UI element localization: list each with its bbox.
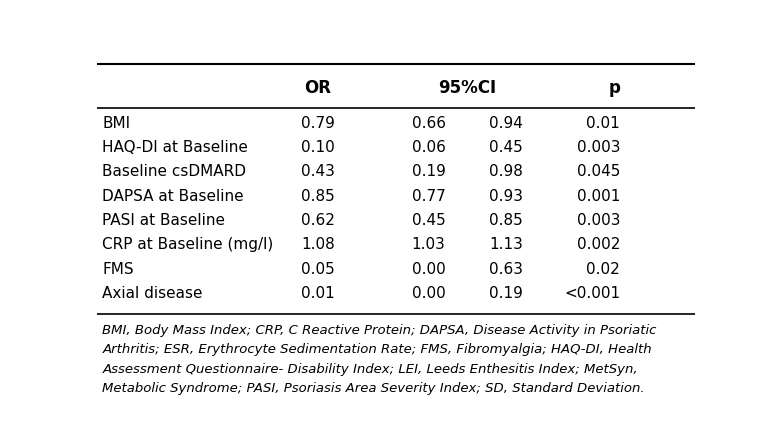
Text: Axial disease: Axial disease	[103, 286, 203, 301]
Text: 0.85: 0.85	[489, 213, 523, 228]
Text: 0.05: 0.05	[301, 261, 335, 276]
Text: 0.00: 0.00	[411, 261, 445, 276]
Text: OR: OR	[304, 79, 331, 97]
Text: 0.06: 0.06	[411, 140, 445, 155]
Text: BMI, Body Mass Index; CRP, C Reactive Protein; DAPSA, Disease Activity in Psoria: BMI, Body Mass Index; CRP, C Reactive Pr…	[103, 324, 657, 337]
Text: 0.45: 0.45	[411, 213, 445, 228]
Text: 0.85: 0.85	[301, 189, 335, 204]
Text: 0.001: 0.001	[577, 189, 620, 204]
Text: 0.63: 0.63	[489, 261, 523, 276]
Text: 0.045: 0.045	[577, 164, 620, 180]
Text: FMS: FMS	[103, 261, 134, 276]
Text: 0.66: 0.66	[411, 116, 445, 131]
Text: 1.08: 1.08	[301, 237, 335, 252]
Text: Arthritis; ESR, Erythrocyte Sedimentation Rate; FMS, Fibromyalgia; HAQ-DI, Healt: Arthritis; ESR, Erythrocyte Sedimentatio…	[103, 343, 652, 356]
Text: 0.00: 0.00	[411, 286, 445, 301]
Text: Baseline csDMARD: Baseline csDMARD	[103, 164, 246, 180]
Text: 1.03: 1.03	[411, 237, 445, 252]
Text: 0.93: 0.93	[489, 189, 523, 204]
Text: p: p	[608, 79, 620, 97]
Text: 0.94: 0.94	[489, 116, 523, 131]
Text: 0.62: 0.62	[301, 213, 335, 228]
Text: 1.13: 1.13	[489, 237, 523, 252]
Text: 0.02: 0.02	[586, 261, 620, 276]
Text: PASI at Baseline: PASI at Baseline	[103, 213, 225, 228]
Text: 0.19: 0.19	[489, 286, 523, 301]
Text: 0.002: 0.002	[577, 237, 620, 252]
Text: <0.001: <0.001	[564, 286, 620, 301]
Text: 0.19: 0.19	[411, 164, 445, 180]
Text: 0.98: 0.98	[489, 164, 523, 180]
Text: 0.003: 0.003	[577, 140, 620, 155]
Text: 0.43: 0.43	[301, 164, 335, 180]
Text: Assessment Questionnaire- Disability Index; LEI, Leeds Enthesitis Index; MetSyn,: Assessment Questionnaire- Disability Ind…	[103, 363, 638, 376]
Text: 0.10: 0.10	[301, 140, 335, 155]
Text: 95%CI: 95%CI	[438, 79, 496, 97]
Text: Metabolic Syndrome; PASI, Psoriasis Area Severity Index; SD, Standard Deviation.: Metabolic Syndrome; PASI, Psoriasis Area…	[103, 382, 645, 396]
Text: 0.01: 0.01	[301, 286, 335, 301]
Text: CRP at Baseline (mg/l): CRP at Baseline (mg/l)	[103, 237, 274, 252]
Text: BMI: BMI	[103, 116, 130, 131]
Text: 0.45: 0.45	[489, 140, 523, 155]
Text: 0.79: 0.79	[301, 116, 335, 131]
Text: 0.003: 0.003	[577, 213, 620, 228]
Text: 0.01: 0.01	[586, 116, 620, 131]
Text: 0.77: 0.77	[411, 189, 445, 204]
Text: DAPSA at Baseline: DAPSA at Baseline	[103, 189, 244, 204]
Text: HAQ-DI at Baseline: HAQ-DI at Baseline	[103, 140, 249, 155]
